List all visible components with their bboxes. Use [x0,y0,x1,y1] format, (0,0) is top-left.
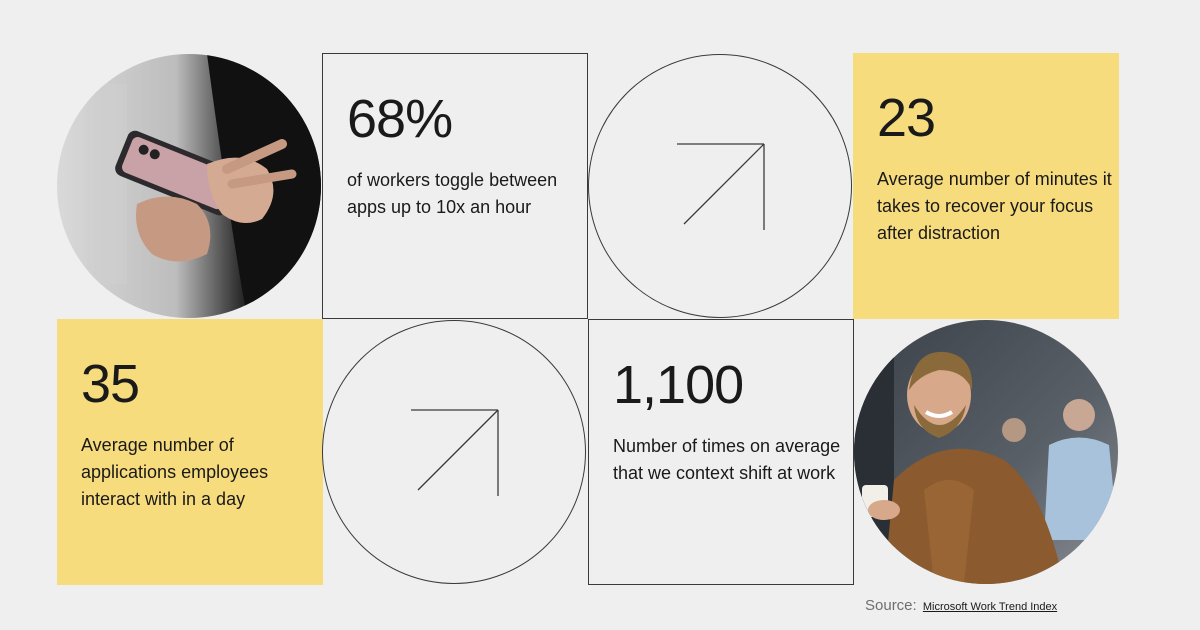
arrow-up-right-icon [677,143,765,230]
stat-number: 35 [81,354,140,414]
stat-card-focus-recovery: 23 Average number of minutes it takes to… [853,53,1119,319]
stat-card-app-toggling: 68% of workers toggle between apps up to… [322,53,588,319]
stat-description: of workers toggle between apps up to 10x… [347,170,558,217]
stat-card-applications: 35 Average number of applications employ… [57,319,323,585]
stat-number: 68% [347,89,453,149]
stat-description: Average number of applications employees… [81,435,269,509]
stat-number: 1,100 [613,355,744,415]
person-using-smartphone-photo [57,54,321,318]
stat-card-context-shifts: 1,100 Number of times on average that we… [588,319,854,585]
arrow-circle [322,320,586,584]
stat-description: Number of times on average that we conte… [613,436,841,483]
arrow-up-right-icon [411,409,499,496]
source-link[interactable]: Microsoft Work Trend Index [922,601,1058,613]
stat-number: 23 [877,88,936,148]
smiling-man-with-coffee-photo [854,320,1118,584]
arrow-circle [588,54,852,318]
source-citation: Source: Microsoft Work Trend Index [865,597,1057,614]
source-label: Source: [865,597,917,614]
stat-description: Average number of minutes it takes to re… [877,169,1112,243]
